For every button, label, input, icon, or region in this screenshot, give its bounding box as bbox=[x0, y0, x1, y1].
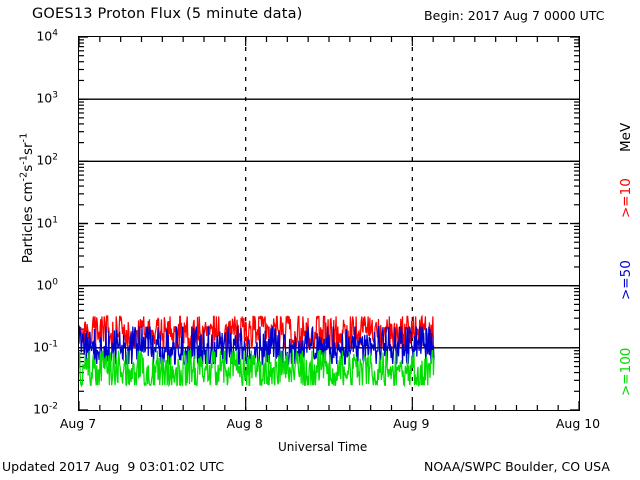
y-tick-label: 10-2 bbox=[33, 401, 58, 417]
x-tick-label: Aug 9 bbox=[393, 416, 430, 431]
flux-trace bbox=[79, 348, 435, 388]
begin-time-label: Begin: 2017 Aug 7 0000 UTC bbox=[424, 8, 605, 23]
y-tick-label: 104 bbox=[36, 28, 58, 44]
y-tick-label: 10-1 bbox=[33, 339, 58, 355]
y-tick-label: 103 bbox=[36, 90, 58, 106]
legend-item-3: >=100 bbox=[618, 347, 634, 396]
x-tick-label: Aug 8 bbox=[226, 416, 263, 431]
y-tick-label: 101 bbox=[36, 214, 58, 230]
x-tick-label: Aug 10 bbox=[555, 416, 601, 431]
x-tick-label: Aug 7 bbox=[59, 416, 97, 431]
plot-canvas bbox=[79, 37, 579, 410]
updated-timestamp: Updated 2017 Aug 9 03:01:02 UTC bbox=[2, 459, 225, 474]
legend-item-2: >=50 bbox=[618, 260, 634, 300]
credit-label: NOAA/SWPC Boulder, CO USA bbox=[424, 459, 610, 474]
x-axis-label: Universal Time bbox=[278, 440, 368, 454]
page-title: GOES13 Proton Flux (5 minute data) bbox=[32, 6, 303, 22]
y-axis-label: Particles cm-2s-1sr-1 bbox=[18, 132, 37, 264]
y-tick-label: 102 bbox=[36, 152, 58, 168]
legend-unit-label: MeV bbox=[618, 122, 634, 152]
plot-frame bbox=[78, 36, 580, 411]
legend-item-1: >=10 bbox=[618, 178, 634, 218]
y-tick-label: 100 bbox=[36, 277, 58, 293]
